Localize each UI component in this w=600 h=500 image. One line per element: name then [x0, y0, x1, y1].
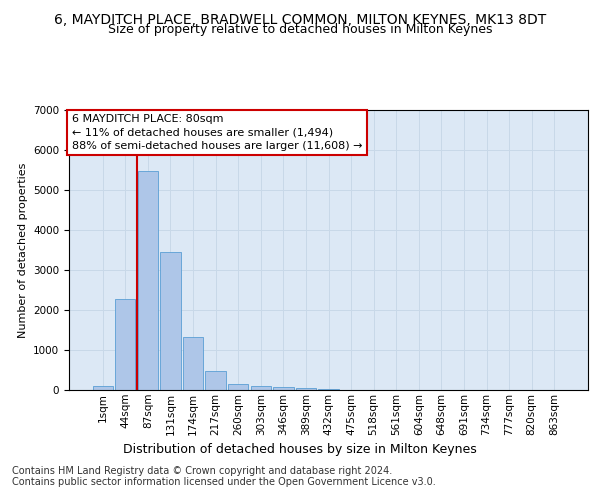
Bar [115, 299, 136, 390]
Text: 6, MAYDITCH PLACE, BRADWELL COMMON, MILTON KEYNES, MK13 8DT: 6, MAYDITCH PLACE, BRADWELL COMMON, MILT… [54, 12, 546, 26]
Bar [205, 371, 226, 390]
Bar [160, 252, 181, 390]
Text: Contains HM Land Registry data © Crown copyright and database right 2024.: Contains HM Land Registry data © Crown c… [12, 466, 392, 476]
Text: Contains public sector information licensed under the Open Government Licence v3: Contains public sector information licen… [12, 477, 436, 487]
Text: Size of property relative to detached houses in Milton Keynes: Size of property relative to detached ho… [108, 24, 492, 36]
Bar [183, 337, 203, 390]
Bar [92, 386, 113, 390]
Bar [273, 387, 293, 390]
Bar [251, 386, 271, 390]
Y-axis label: Number of detached properties: Number of detached properties [17, 162, 28, 338]
Text: 6 MAYDITCH PLACE: 80sqm
← 11% of detached houses are smaller (1,494)
88% of semi: 6 MAYDITCH PLACE: 80sqm ← 11% of detache… [71, 114, 362, 150]
Bar [228, 384, 248, 390]
Bar [319, 389, 338, 390]
Text: Distribution of detached houses by size in Milton Keynes: Distribution of detached houses by size … [123, 442, 477, 456]
Bar [296, 388, 316, 390]
Bar [138, 171, 158, 390]
